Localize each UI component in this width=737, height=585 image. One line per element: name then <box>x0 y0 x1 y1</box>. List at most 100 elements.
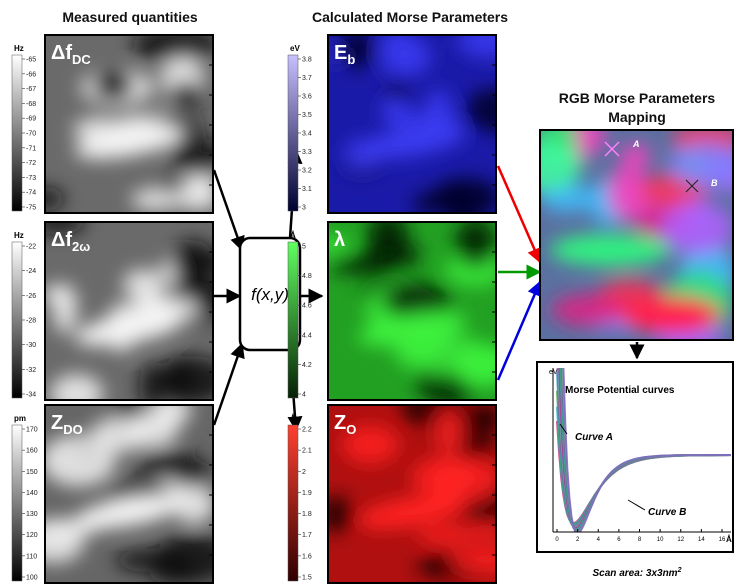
symbol: Δf <box>51 42 72 64</box>
blob <box>551 294 625 327</box>
colorbar-unit: Hz <box>14 44 24 53</box>
blob <box>511 141 581 191</box>
tick-label: 3.3 <box>302 149 312 156</box>
tick-label: -34 <box>26 392 36 399</box>
tick-label: -65 <box>26 57 36 64</box>
blob <box>318 496 354 533</box>
tick-label: -32 <box>26 367 36 374</box>
panel: pm170160150140130120110100ZDO <box>12 386 231 584</box>
heading: RGB Morse Parameters <box>559 90 716 106</box>
panel: Å2.22.121.91.81.71.61.5ZO <box>288 389 523 583</box>
tick-label: 3.2 <box>302 168 312 175</box>
blob <box>455 218 495 267</box>
curve-label: Curve A <box>575 432 613 443</box>
rgb-image <box>511 114 737 354</box>
tick-label: 130 <box>26 511 38 518</box>
symbol: E <box>334 42 347 64</box>
tick-label: 120 <box>26 532 38 539</box>
blob <box>661 201 734 254</box>
blob <box>92 70 135 101</box>
colorbar-unit: Å <box>290 414 296 423</box>
blob <box>171 240 214 288</box>
footer-text: Scan area: 3x3nm <box>593 568 678 579</box>
blob <box>367 243 422 267</box>
blob <box>138 449 200 480</box>
point-label: A <box>632 139 640 149</box>
blob <box>170 81 202 108</box>
tick-label: 4.8 <box>302 273 312 280</box>
colorbar-unit: Hz <box>14 231 24 240</box>
x-tick-label: 12 <box>677 537 684 543</box>
x-tick-label: 16 <box>719 537 726 543</box>
tick-label: 3.4 <box>302 131 312 138</box>
panel-label: λ <box>334 229 345 251</box>
tick-label: -68 <box>26 101 36 108</box>
rgb-map: AB <box>511 114 737 354</box>
colorbar <box>12 425 22 581</box>
tick-label: 3 <box>302 205 306 212</box>
tick-label: 3.5 <box>302 112 312 119</box>
footer: Scan area: 3x3nm2 <box>593 567 682 579</box>
blob <box>620 297 720 333</box>
x-tick-label: 10 <box>657 537 664 543</box>
tick-label: 140 <box>26 490 38 497</box>
tick-label: 3.8 <box>302 57 312 64</box>
tick-label: 4.4 <box>302 332 312 339</box>
tick-label: -74 <box>26 190 36 197</box>
blob <box>434 407 465 457</box>
tick-label: 1.6 <box>302 553 312 560</box>
blob <box>171 139 228 176</box>
colorbar <box>288 425 298 581</box>
scan-image <box>327 21 524 233</box>
tick-label: -24 <box>26 268 36 275</box>
tick-label: 170 <box>26 427 38 434</box>
colorbar <box>12 242 22 398</box>
tick-label: -71 <box>26 145 36 152</box>
tick-label: 4.2 <box>302 362 312 369</box>
blob <box>385 83 409 99</box>
y-unit: eV <box>549 369 558 376</box>
blob <box>131 189 182 211</box>
blob <box>550 234 670 266</box>
symbol: Z <box>51 412 63 434</box>
tick-label: 2 <box>302 469 306 476</box>
colorbar <box>12 55 22 211</box>
tick-label: 1.5 <box>302 575 312 582</box>
curve-label: Curve B <box>648 507 686 518</box>
colorbar-unit: eV <box>290 44 300 53</box>
subscript: b <box>347 52 355 67</box>
colorbar-unit: pm <box>14 414 26 423</box>
heading: Mapping <box>608 109 666 125</box>
tick-label: 110 <box>26 553 37 560</box>
blob <box>139 362 164 410</box>
subscript: DC <box>72 52 91 67</box>
tick-label: -73 <box>26 175 36 182</box>
tick-label: -28 <box>26 318 36 325</box>
tick-label: 5 <box>302 244 306 251</box>
subscript: O <box>346 422 356 437</box>
blob <box>458 348 500 389</box>
tick-label: 160 <box>26 448 38 455</box>
tick-label: -67 <box>26 86 36 93</box>
tick-label: 150 <box>26 469 38 476</box>
tick-label: 4.6 <box>302 303 312 310</box>
subscript: DO <box>63 422 83 437</box>
colorbar <box>288 242 298 398</box>
symbol: Z <box>334 412 346 434</box>
symbol: Δf <box>51 229 72 251</box>
plot-title: Morse Potential curves <box>565 385 675 396</box>
tick-label: -26 <box>26 293 36 300</box>
blob <box>150 562 199 585</box>
x-tick-label: 14 <box>698 537 705 543</box>
subscript: 2ω <box>72 239 90 254</box>
symbol: λ <box>334 229 345 251</box>
blob <box>418 526 473 546</box>
scan-image <box>318 389 523 583</box>
tick-label: 3.1 <box>302 186 312 193</box>
blob <box>474 402 502 427</box>
tick-label: -75 <box>26 205 36 212</box>
panel: Å54.84.64.44.24λ <box>288 212 519 405</box>
blob <box>449 547 523 573</box>
tick-label: -72 <box>26 160 36 167</box>
